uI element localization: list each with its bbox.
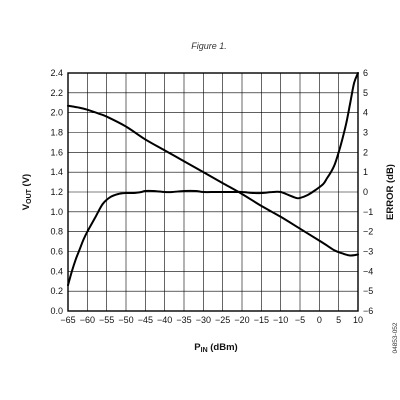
- x-axis-title: PIN (dBm): [194, 342, 237, 354]
- y-right-tick-label: 4: [363, 108, 368, 118]
- x-tick-label: −10: [273, 315, 288, 325]
- y-left-tick-label: 1.8: [50, 128, 63, 138]
- y-right-axis-title: ERROR (dB): [385, 164, 396, 220]
- y-right-tick-label: 0: [363, 187, 368, 197]
- y-left-tick-label: 0.6: [50, 247, 63, 257]
- y-right-tick-label: 6: [363, 68, 368, 78]
- x-tick-label: −35: [176, 315, 191, 325]
- x-tick-label: 5: [336, 315, 341, 325]
- plot-border: [67, 72, 359, 312]
- x-tick-label: 10: [353, 315, 363, 325]
- y-right-tick-label: −3: [363, 247, 373, 257]
- figure-code: 04853-052: [392, 322, 399, 353]
- y-left-tick-label: 1.4: [50, 167, 63, 177]
- x-tick-label: −45: [138, 315, 153, 325]
- y-right-tick-label: −6: [363, 306, 373, 316]
- x-tick-label: −5: [295, 315, 305, 325]
- y-left-tick-labels: 0.0 0.2 0.4 0.6 0.8 1.0 1.2 1.4 1.6 1.8 2.0 2.2 2.4: [50, 68, 63, 316]
- x-tick-label: −50: [118, 315, 133, 325]
- y-left-tick-label: 2.2: [50, 88, 63, 98]
- x-tick-label: −40: [157, 315, 172, 325]
- y-right-tick-label: −4: [363, 266, 373, 276]
- y-left-tick-label: 0.2: [50, 286, 63, 296]
- y-right-tick-label: −2: [363, 227, 373, 237]
- x-tick-label: −30: [196, 315, 211, 325]
- x-tick-labels: −65 −60 −55 −50 −45 −40 −35 −30 −25 −20 −15 −10 −5 0 5…: [60, 315, 363, 325]
- x-tick-label: 0: [317, 315, 322, 325]
- y-left-tick-label: 2.0: [50, 108, 63, 118]
- series-line-vout: [67, 104, 359, 257]
- y-right-tick-label: 2: [363, 147, 368, 157]
- x-tick-label: −15: [254, 315, 269, 325]
- x-tick-label: −25: [215, 315, 230, 325]
- series-layer: [67, 72, 359, 287]
- figure-caption: Figure 1.: [191, 41, 227, 51]
- y-right-tick-label: 3: [363, 128, 368, 138]
- x-tick-label: −20: [234, 315, 249, 325]
- y-right-tick-label: −1: [363, 207, 373, 217]
- y-left-tick-label: 1.2: [50, 187, 63, 197]
- y-left-tick-label: 0.0: [50, 306, 63, 316]
- y-right-tick-label: 1: [363, 167, 368, 177]
- x-tick-label: −55: [99, 315, 114, 325]
- y-right-tick-label: 5: [363, 88, 368, 98]
- y-right-tick-label: −5: [363, 286, 373, 296]
- y-left-tick-label: 0.8: [50, 227, 63, 237]
- y-left-tick-label: 2.4: [50, 68, 63, 78]
- x-tick-label: −65: [60, 315, 75, 325]
- y-left-tick-label: 0.4: [50, 266, 63, 276]
- y-right-tick-labels: −6 −5 −4 −3 −2 −1 0 1 2 3 4 5 6: [363, 68, 373, 316]
- series-line-error: [67, 72, 359, 287]
- x-tick-label: −60: [80, 315, 95, 325]
- y-left-axis-title: VOUT (V): [21, 174, 33, 210]
- y-left-tick-label: 1.0: [50, 207, 63, 217]
- y-left-tick-label: 1.6: [50, 147, 63, 157]
